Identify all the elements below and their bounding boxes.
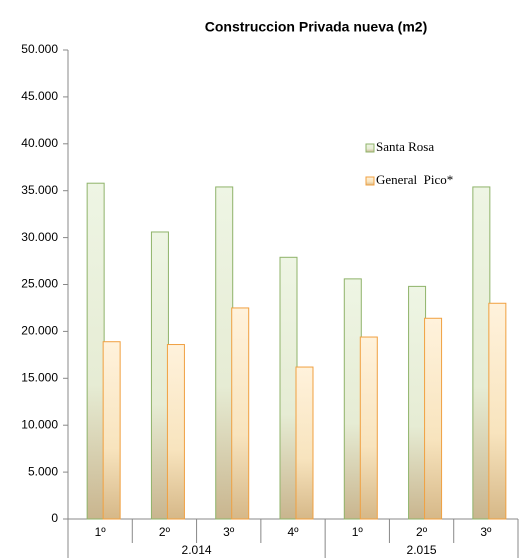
x-tick-label: 4º [287,525,299,539]
y-tick-label: 20.000 [21,324,58,338]
y-tick-label: 15.000 [21,370,58,384]
legend-text: Santa Rosa [376,139,434,154]
bar [472,186,491,520]
bar [215,186,234,520]
x-tick-label: 1º [352,525,364,539]
bar [424,317,443,520]
bar [359,336,378,520]
chart-title: Construccion Privada nueva (m2) [205,19,428,35]
bar [86,182,105,520]
bar [102,341,121,520]
y-tick-label: 10.000 [21,417,58,431]
y-tick-label: 45.000 [21,89,58,103]
legend-text: General Pico* [376,172,453,187]
bar [231,307,250,520]
bar [279,256,298,520]
bar [150,231,169,520]
bar [488,302,507,520]
y-tick-label: 35.000 [21,183,58,197]
legend-swatch [365,143,375,153]
y-tick-label: 5.000 [28,464,58,478]
y-tick-label: 50.000 [21,42,58,56]
bar [166,344,185,520]
y-tick-label: 40.000 [21,136,58,150]
x-tick-label: 1º [95,525,107,539]
bar [295,366,314,520]
x-tick-label: 3º [223,525,235,539]
bar [343,278,362,520]
y-tick-label: 30.000 [21,230,58,244]
x-tick-label: 2º [159,525,171,539]
x-tick-label: 3º [480,525,492,539]
bar [408,285,427,520]
y-tick-label: 0 [51,511,58,525]
group-label: 2.015 [407,543,437,557]
group-label: 2.014 [182,543,212,557]
legend-swatch [365,176,375,186]
y-tick-label: 25.000 [21,277,58,291]
x-tick-label: 2º [416,525,428,539]
